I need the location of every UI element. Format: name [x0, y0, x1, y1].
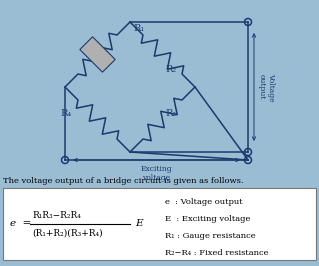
Text: R₃: R₃ [165, 109, 176, 118]
Text: E: E [135, 219, 143, 228]
FancyBboxPatch shape [3, 188, 316, 260]
Text: (R₁+R₂)(R₃+R₄): (R₁+R₂)(R₃+R₄) [32, 228, 103, 238]
Text: R₄: R₄ [60, 109, 71, 118]
FancyBboxPatch shape [80, 37, 115, 72]
Text: R₂: R₂ [165, 65, 176, 74]
Text: The voltage output of a bridge circuit is given as follows.: The voltage output of a bridge circuit i… [3, 177, 243, 185]
Text: E  : Exciting voltage: E : Exciting voltage [165, 215, 250, 223]
Text: R₁ : Gauge resistance: R₁ : Gauge resistance [165, 232, 256, 240]
Text: e  : Voltage output: e : Voltage output [165, 198, 243, 206]
Text: R₁: R₁ [133, 24, 144, 33]
Text: Exciting
voltage: Exciting voltage [141, 165, 172, 182]
Text: Voltage
output: Voltage output [257, 73, 275, 101]
Text: e  =: e = [10, 219, 31, 228]
Text: R₁R₃−R₂R₄: R₁R₃−R₂R₄ [32, 210, 81, 219]
Text: R₂−R₄ : Fixed resistance: R₂−R₄ : Fixed resistance [165, 249, 269, 257]
